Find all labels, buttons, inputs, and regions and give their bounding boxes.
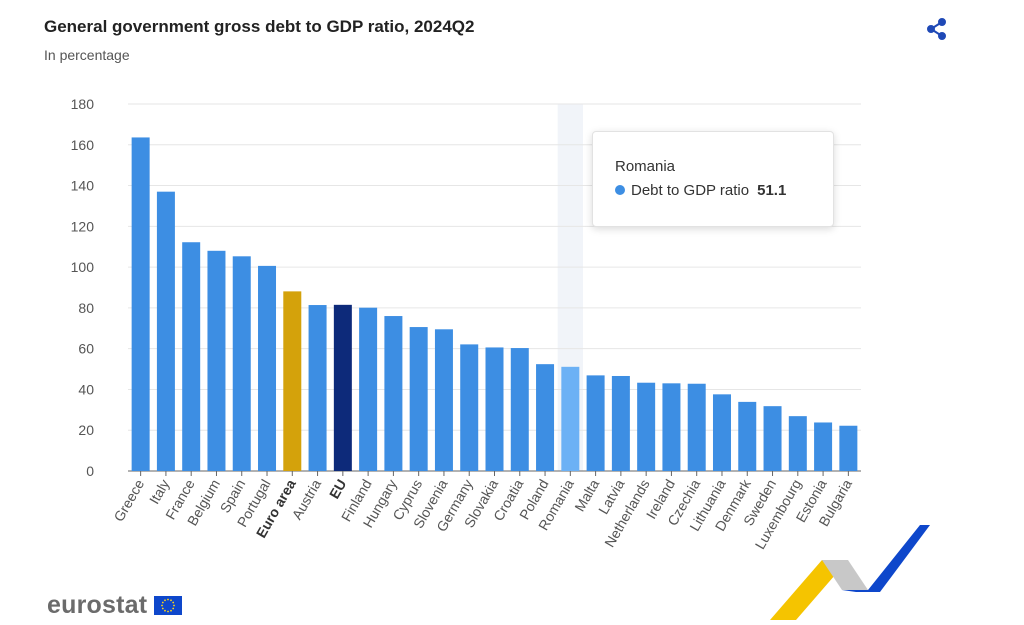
y-tick-label: 40: [78, 381, 94, 397]
chart-subtitle: In percentage: [44, 47, 130, 63]
y-tick-label: 120: [71, 218, 95, 234]
bar: [207, 250, 226, 471]
bar: [384, 316, 403, 471]
flag-star: [172, 601, 175, 604]
bar: [687, 383, 706, 471]
flag-star: [170, 599, 172, 602]
bar: [460, 344, 479, 471]
tooltip-row: Debt to GDP ratio 51.1: [615, 182, 786, 199]
flag-star: [173, 604, 175, 607]
x-tick-label: EU: [326, 477, 350, 502]
y-tick-label: 180: [71, 96, 95, 112]
flag-star: [164, 599, 166, 602]
bar: [763, 406, 782, 471]
bar: [359, 307, 378, 471]
flag-star: [161, 601, 164, 604]
chart-title: General government gross debt to GDP rat…: [44, 17, 475, 36]
bar: [637, 382, 656, 471]
bar: [662, 383, 681, 471]
tooltip-country: Romania: [615, 158, 676, 175]
tooltip-series-name: Debt to GDP ratio: [631, 182, 750, 199]
bar-chart: 020406080100120140160180GreeceItalyFranc…: [71, 96, 861, 552]
eurostat-logo: eurostat: [47, 591, 148, 619]
flag-star: [172, 607, 175, 610]
bar: [258, 265, 277, 471]
bar: [814, 422, 833, 471]
flag-star: [161, 604, 163, 607]
bar: [283, 291, 302, 471]
flag-star: [170, 609, 172, 612]
bar: [182, 242, 201, 471]
bar: [232, 256, 251, 471]
y-tick-label: 140: [71, 178, 95, 194]
eu-flag-icon: [154, 596, 182, 615]
y-tick-label: 20: [78, 422, 94, 438]
flag-star: [167, 610, 169, 613]
bar: [561, 366, 580, 471]
bar: [131, 137, 150, 471]
bar: [712, 394, 731, 471]
bar: [485, 347, 504, 471]
flag-star: [161, 607, 164, 610]
bar: [308, 305, 327, 471]
tooltip-value: 51.1: [757, 182, 787, 199]
tooltip: Romania Debt to GDP ratio 51.1: [592, 131, 834, 227]
y-tick-label: 100: [71, 259, 95, 275]
y-tick-label: 0: [86, 463, 94, 479]
bar: [586, 375, 605, 471]
bar: [536, 364, 555, 471]
x-tick-label: Greece: [110, 476, 147, 524]
bar: [611, 375, 630, 471]
bar: [156, 191, 175, 471]
tooltip-series-dot: [615, 185, 625, 195]
bar: [510, 348, 529, 471]
flag-star: [167, 598, 169, 601]
y-tick-label: 80: [78, 300, 94, 316]
bar: [434, 329, 453, 471]
y-tick-label: 160: [71, 137, 95, 153]
decorative-ribbon: [770, 525, 930, 620]
y-tick-label: 60: [78, 341, 94, 357]
bar: [333, 304, 352, 471]
flag-star: [164, 609, 166, 612]
bar: [788, 416, 807, 471]
bar: [738, 401, 757, 471]
bar: [839, 425, 858, 471]
bar: [409, 327, 428, 471]
share-icon[interactable]: [926, 18, 948, 40]
